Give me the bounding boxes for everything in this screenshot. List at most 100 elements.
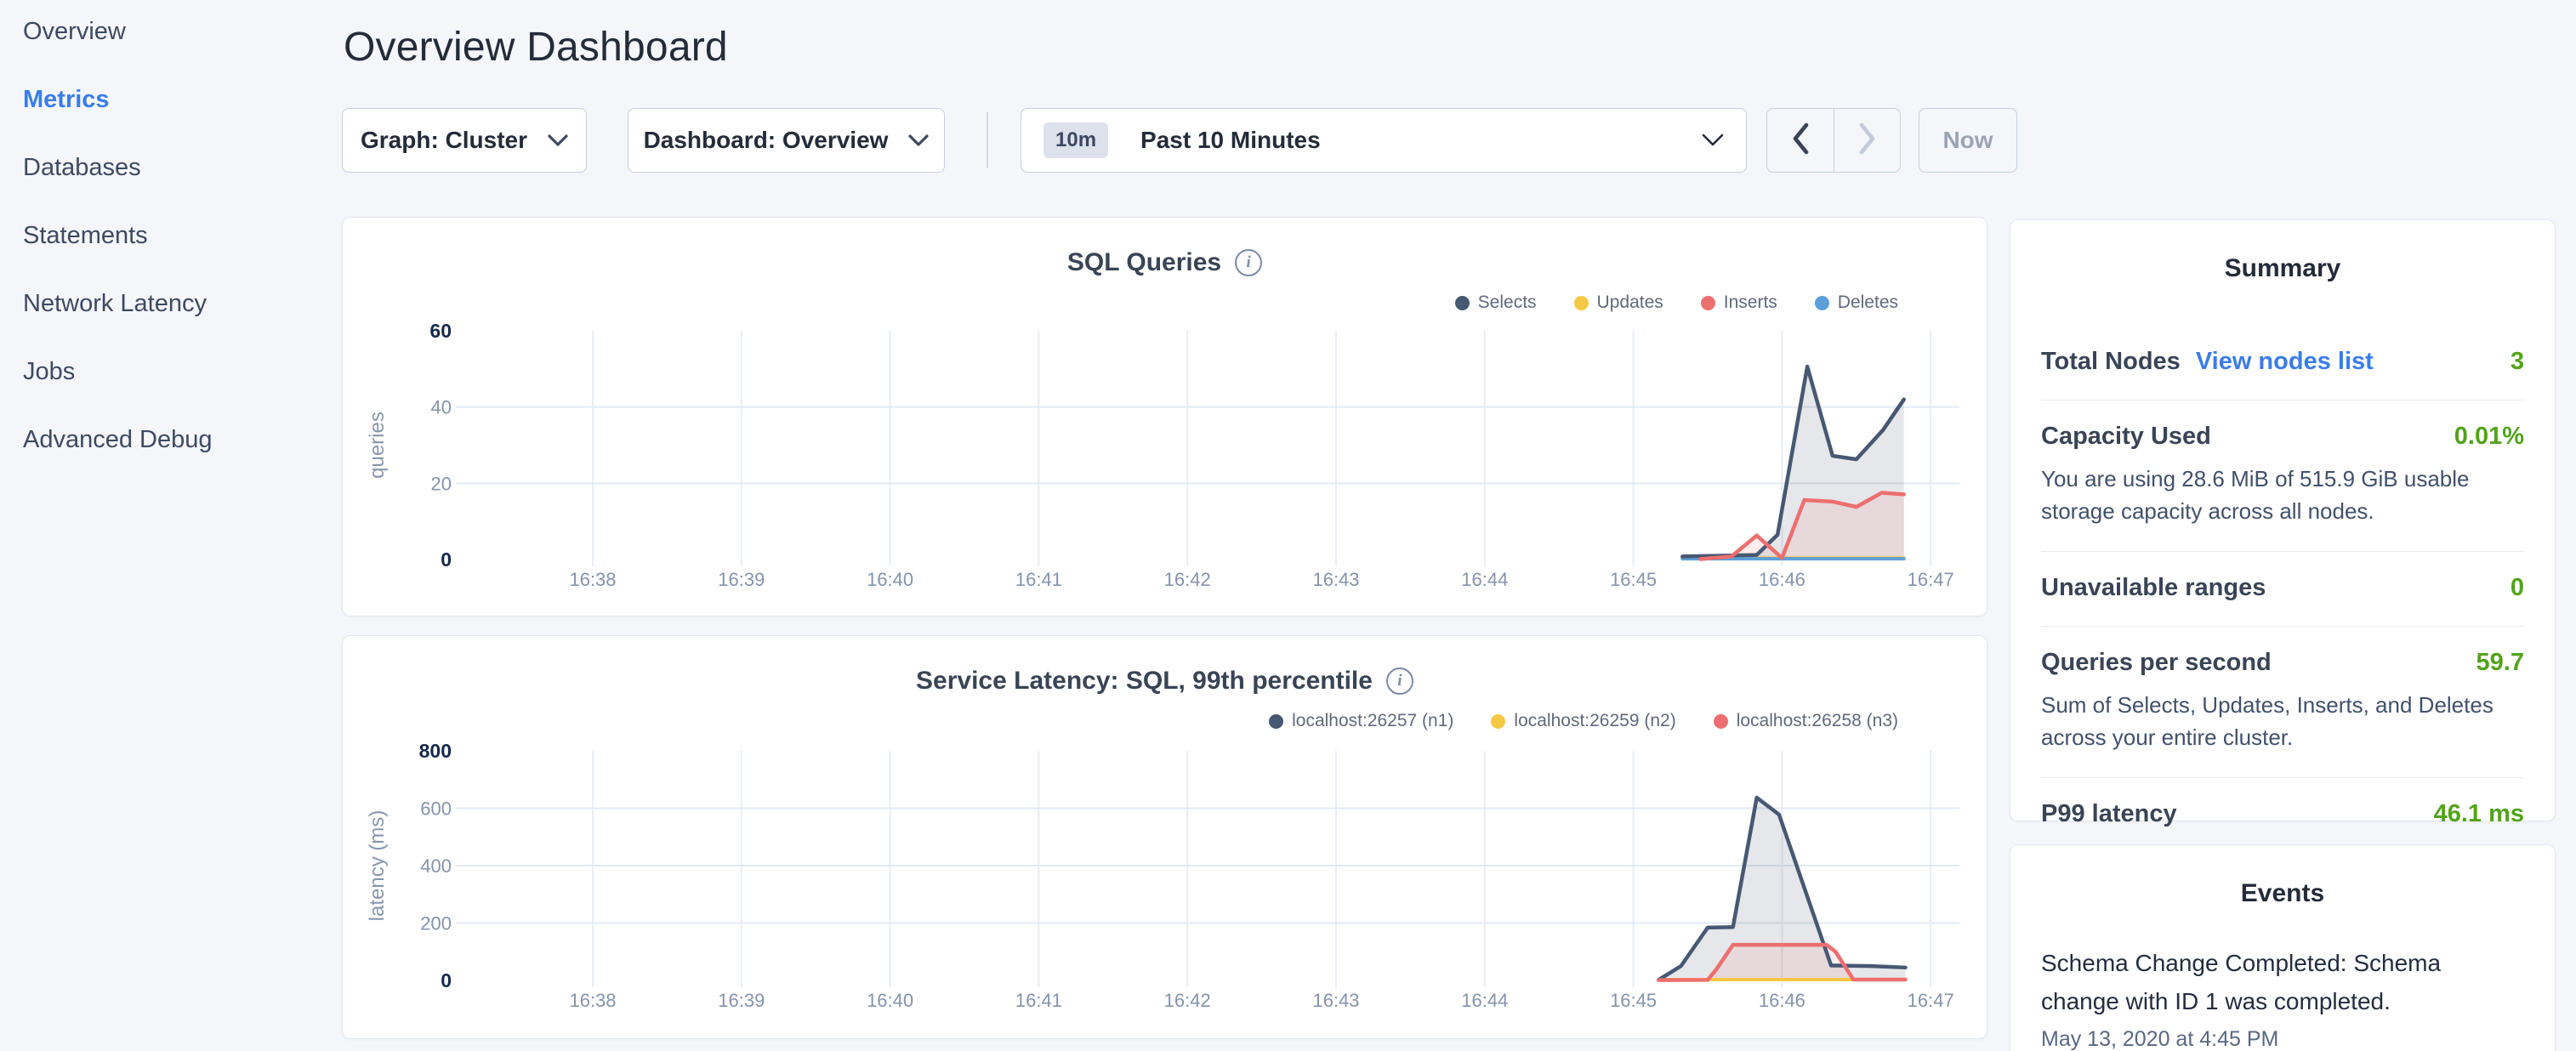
svg-text:16:43: 16:43	[1312, 569, 1359, 590]
sidebar-nav: Overview Metrics Databases Statements Networ…	[0, 0, 342, 1051]
svg-text:0: 0	[441, 969, 452, 991]
time-range-badge: 10m	[1043, 122, 1109, 158]
summary-row: P99 latency 46.1 ms	[2041, 778, 2524, 852]
time-next-button[interactable]	[1834, 109, 1900, 172]
sidebar-item-network-latency[interactable]: Network Latency	[23, 290, 207, 317]
summary-row-label: P99 latency	[2041, 800, 2177, 827]
info-icon[interactable]: i	[1235, 249, 1263, 276]
event-timestamp: May 13, 2020 at 4:45 PM	[2041, 1027, 2279, 1051]
time-prev-button[interactable]	[1767, 109, 1834, 172]
summary-row-label: Capacity Used	[2041, 423, 2211, 450]
service-latency-chart-panel: Service Latency: SQL, 99th percentile i …	[342, 635, 1987, 1039]
svg-text:16:44: 16:44	[1461, 569, 1508, 590]
svg-text:16:45: 16:45	[1610, 990, 1657, 1011]
time-range-label: Past 10 Minutes	[1140, 127, 1321, 153]
summary-row-description: Sum of Selects, Updates, Inserts, and De…	[2041, 692, 2494, 750]
summary-row-label: Queries per second	[2041, 649, 2272, 676]
chevron-down-icon	[908, 134, 930, 147]
svg-text:latency (ms): latency (ms)	[366, 810, 389, 922]
dashboard-dropdown[interactable]: Dashboard: Overview	[628, 108, 945, 173]
legend-dot-icon	[1454, 295, 1470, 310]
sql-queries-chart[interactable]: 0 20 40 60 16:38 16:39 16:40 16:41 16:42 16:43 16:…	[343, 218, 1986, 615]
time-range-dropdown[interactable]: 10m Past 10 Minutes	[1021, 108, 1747, 173]
legend-item[interactable]: localhost:26259 (n2)	[1491, 711, 1676, 731]
legend-dot-icon	[1491, 713, 1506, 729]
summary-row-value: 0.01%	[2454, 423, 2524, 450]
summary-row-label: Unavailable ranges	[2041, 574, 2266, 601]
legend-item[interactable]: Inserts	[1700, 293, 1777, 313]
svg-text:16:43: 16:43	[1312, 990, 1359, 1011]
chart-legend: Selects Updates Inserts Deletes	[1454, 293, 1898, 313]
svg-text:16:40: 16:40	[867, 569, 913, 590]
sidebar-item-jobs[interactable]: Jobs	[23, 358, 76, 385]
chart-title: SQL Queries	[1066, 248, 1222, 276]
event-text: Schema Change Completed: Schema change w…	[2041, 950, 2442, 1014]
sidebar-item-overview[interactable]: Overview	[23, 18, 126, 45]
svg-text:16:47: 16:47	[1908, 569, 1954, 590]
toolbar: Graph: Cluster Dashboard: Overview 10m P…	[342, 108, 2017, 173]
legend-label: Selects	[1477, 293, 1537, 312]
sidebar-item-metrics[interactable]: Metrics	[23, 86, 110, 113]
summary-row-value: 46.1 ms	[2433, 800, 2524, 827]
dashboard-label: Dashboard: Overview	[643, 127, 889, 153]
summary-title: Summary	[2224, 254, 2341, 282]
graph-scope-label: Graph: Cluster	[360, 127, 528, 153]
graph-scope-dropdown[interactable]: Graph: Cluster	[342, 108, 587, 173]
legend-dot-icon	[1573, 295, 1589, 310]
legend-item[interactable]: localhost:26258 (n3)	[1713, 711, 1898, 731]
svg-text:16:47: 16:47	[1908, 990, 1954, 1011]
toolbar-divider	[987, 112, 988, 168]
service-latency-chart[interactable]: 0 200 400 600 800 16:38 16:39 16:40 16:41 16:42 16…	[343, 636, 1986, 1037]
summary-row: Queries per second 59.7 Sum of Selects, Up…	[2041, 627, 2524, 778]
summary-row: Total Nodes View nodes list 3	[2041, 326, 2524, 401]
legend-item[interactable]: localhost:26257 (n1)	[1269, 711, 1453, 731]
summary-row-description: You are using 28.6 MiB of 515.9 GiB usab…	[2041, 466, 2470, 524]
svg-text:16:38: 16:38	[569, 990, 616, 1011]
svg-text:16:42: 16:42	[1164, 569, 1211, 590]
svg-text:400: 400	[420, 855, 452, 877]
view-nodes-list-link[interactable]: View nodes list	[2195, 348, 2374, 375]
event-item[interactable]: Schema Change Completed: Schema change w…	[2041, 944, 2524, 1051]
now-button[interactable]: Now	[1919, 108, 2017, 173]
sidebar-item-databases[interactable]: Databases	[23, 154, 141, 181]
legend-label: localhost:26257 (n1)	[1292, 711, 1454, 730]
summary-row-label: Total Nodes	[2041, 348, 2181, 375]
legend-dot-icon	[1269, 713, 1284, 729]
legend-label: Inserts	[1723, 293, 1777, 312]
svg-text:16:41: 16:41	[1015, 990, 1062, 1011]
info-icon[interactable]: i	[1385, 668, 1413, 695]
svg-text:20: 20	[431, 473, 452, 494]
svg-text:16:46: 16:46	[1759, 569, 1805, 590]
chevron-left-icon	[1791, 122, 1810, 159]
time-step-buttons	[1766, 108, 1901, 173]
svg-text:600: 600	[420, 798, 452, 820]
legend-label: Deletes	[1837, 293, 1898, 312]
chevron-right-icon	[1858, 122, 1877, 159]
legend-label: Updates	[1596, 293, 1663, 312]
summary-panel: Summary Total Nodes View nodes list 3 Capac…	[2010, 219, 2556, 827]
events-title: Events	[2240, 879, 2325, 907]
legend-dot-icon	[1713, 713, 1728, 729]
chevron-down-icon	[1702, 134, 1724, 147]
sidebar-item-advanced-debug[interactable]: Advanced Debug	[23, 426, 213, 453]
svg-text:queries: queries	[366, 412, 389, 479]
summary-row: Capacity Used 0.01% You are using 28.6 MiB…	[2041, 401, 2524, 552]
svg-text:16:44: 16:44	[1461, 990, 1508, 1011]
chevron-down-icon	[548, 134, 568, 147]
svg-text:16:45: 16:45	[1610, 569, 1657, 590]
legend-item[interactable]: Updates	[1573, 293, 1663, 313]
chart-title: Service Latency: SQL, 99th percentile	[916, 667, 1373, 695]
svg-text:800: 800	[419, 740, 452, 762]
sidebar-item-statements[interactable]: Statements	[23, 222, 148, 249]
legend-item[interactable]: Deletes	[1814, 293, 1898, 313]
svg-text:16:39: 16:39	[718, 569, 765, 590]
svg-text:16:38: 16:38	[569, 569, 616, 590]
summary-row-value: 0	[2510, 574, 2524, 601]
summary-row: Unavailable ranges 0	[2041, 552, 2524, 627]
sql-queries-chart-panel: SQL Queries i Selects Updates Inserts Delet…	[342, 217, 1987, 616]
legend-dot-icon	[1700, 295, 1715, 310]
svg-text:40: 40	[431, 397, 452, 418]
svg-text:0: 0	[441, 548, 452, 571]
legend-item[interactable]: Selects	[1454, 293, 1537, 313]
svg-text:16:39: 16:39	[718, 990, 765, 1011]
